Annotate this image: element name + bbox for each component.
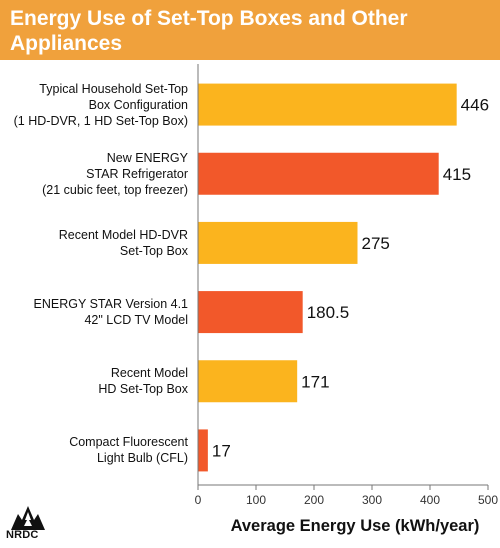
x-axis-title: Average Energy Use (kWh/year) <box>231 517 480 535</box>
x-tick-label: 500 <box>478 493 498 507</box>
category-label: New ENERGY STAR Refrigerator (21 cubic f… <box>42 150 188 197</box>
x-tick-label: 200 <box>304 493 324 507</box>
value-label: 180.5 <box>307 303 350 322</box>
value-label: 415 <box>443 165 471 184</box>
category-label: Compact Fluorescent Light Bulb (CFL) <box>69 435 188 466</box>
category-label: Recent Model HD Set-Top Box <box>98 366 188 397</box>
value-label: 17 <box>212 441 231 460</box>
value-label: 275 <box>362 234 390 253</box>
x-tick-label: 300 <box>362 493 382 507</box>
nrdc-logo-icon <box>11 506 45 530</box>
x-tick-label: 100 <box>246 493 266 507</box>
category-label: Typical Household Set-Top Box Configurat… <box>13 81 188 128</box>
x-tick-label: 400 <box>420 493 440 507</box>
x-tick-label: 0 <box>195 493 202 507</box>
bar <box>198 360 298 403</box>
category-label: Recent Model HD-DVR Set-Top Box <box>58 227 188 258</box>
bar <box>198 152 439 195</box>
category-label: ENERGY STAR Version 4.1 42" LCD TV Model <box>33 297 188 328</box>
bar <box>198 429 208 472</box>
value-label: 446 <box>461 96 489 115</box>
bar <box>198 83 457 126</box>
bar <box>198 221 358 264</box>
title-banner: Energy Use of Set-Top Boxes and Other Ap… <box>0 0 500 60</box>
bar <box>198 291 303 334</box>
chart-title: Energy Use of Set-Top Boxes and Other Ap… <box>10 7 408 55</box>
value-label: 171 <box>301 372 329 391</box>
logo-text: NRDC <box>6 529 39 541</box>
